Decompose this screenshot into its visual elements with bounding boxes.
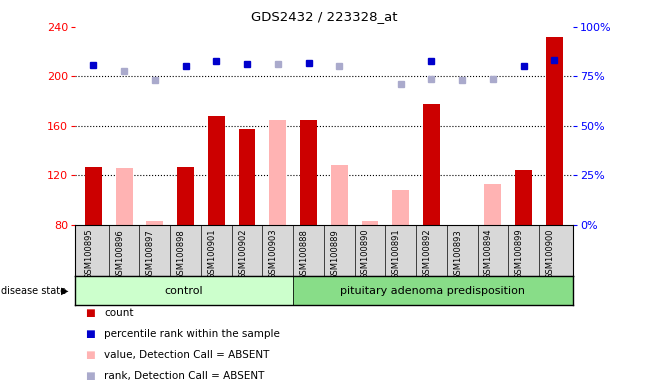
Text: GSM100896: GSM100896 bbox=[115, 229, 124, 280]
Bar bbox=[361, 221, 378, 225]
Bar bbox=[300, 119, 317, 225]
Bar bbox=[85, 167, 102, 225]
Text: GDS2432 / 223328_at: GDS2432 / 223328_at bbox=[251, 10, 397, 23]
Text: ■: ■ bbox=[85, 308, 94, 318]
Bar bbox=[484, 184, 501, 225]
Text: GSM100897: GSM100897 bbox=[146, 229, 155, 280]
Text: percentile rank within the sample: percentile rank within the sample bbox=[104, 329, 280, 339]
Text: GSM100893: GSM100893 bbox=[453, 229, 462, 280]
Text: GSM100888: GSM100888 bbox=[299, 229, 309, 280]
Text: GSM100899: GSM100899 bbox=[515, 229, 523, 280]
Text: GSM100901: GSM100901 bbox=[207, 229, 216, 279]
Bar bbox=[270, 119, 286, 225]
Text: count: count bbox=[104, 308, 133, 318]
Bar bbox=[331, 166, 348, 225]
Text: ▶: ▶ bbox=[61, 286, 68, 296]
Text: rank, Detection Call = ABSENT: rank, Detection Call = ABSENT bbox=[104, 371, 264, 381]
Bar bbox=[75, 276, 293, 305]
Bar bbox=[546, 37, 563, 225]
Text: GSM100900: GSM100900 bbox=[546, 229, 555, 279]
Text: GSM100890: GSM100890 bbox=[361, 229, 370, 280]
Text: GSM100903: GSM100903 bbox=[269, 229, 278, 280]
Bar bbox=[146, 221, 163, 225]
Bar bbox=[293, 276, 573, 305]
Text: pituitary adenoma predisposition: pituitary adenoma predisposition bbox=[340, 286, 525, 296]
Bar bbox=[393, 190, 409, 225]
Text: value, Detection Call = ABSENT: value, Detection Call = ABSENT bbox=[104, 350, 270, 360]
Text: GSM100902: GSM100902 bbox=[238, 229, 247, 279]
Bar bbox=[177, 167, 194, 225]
Bar bbox=[116, 168, 133, 225]
Text: GSM100894: GSM100894 bbox=[484, 229, 493, 280]
Text: GSM100895: GSM100895 bbox=[85, 229, 93, 280]
Text: disease state: disease state bbox=[1, 286, 66, 296]
Text: GSM100891: GSM100891 bbox=[392, 229, 401, 280]
Text: GSM100892: GSM100892 bbox=[422, 229, 432, 280]
Text: GSM100889: GSM100889 bbox=[330, 229, 339, 280]
Bar bbox=[238, 129, 255, 225]
Bar bbox=[423, 104, 440, 225]
Text: GSM100898: GSM100898 bbox=[176, 229, 186, 280]
Bar bbox=[515, 170, 532, 225]
Bar bbox=[208, 116, 225, 225]
Text: ■: ■ bbox=[85, 350, 94, 360]
Text: control: control bbox=[165, 286, 203, 296]
Text: ■: ■ bbox=[85, 371, 94, 381]
Text: ■: ■ bbox=[85, 329, 94, 339]
